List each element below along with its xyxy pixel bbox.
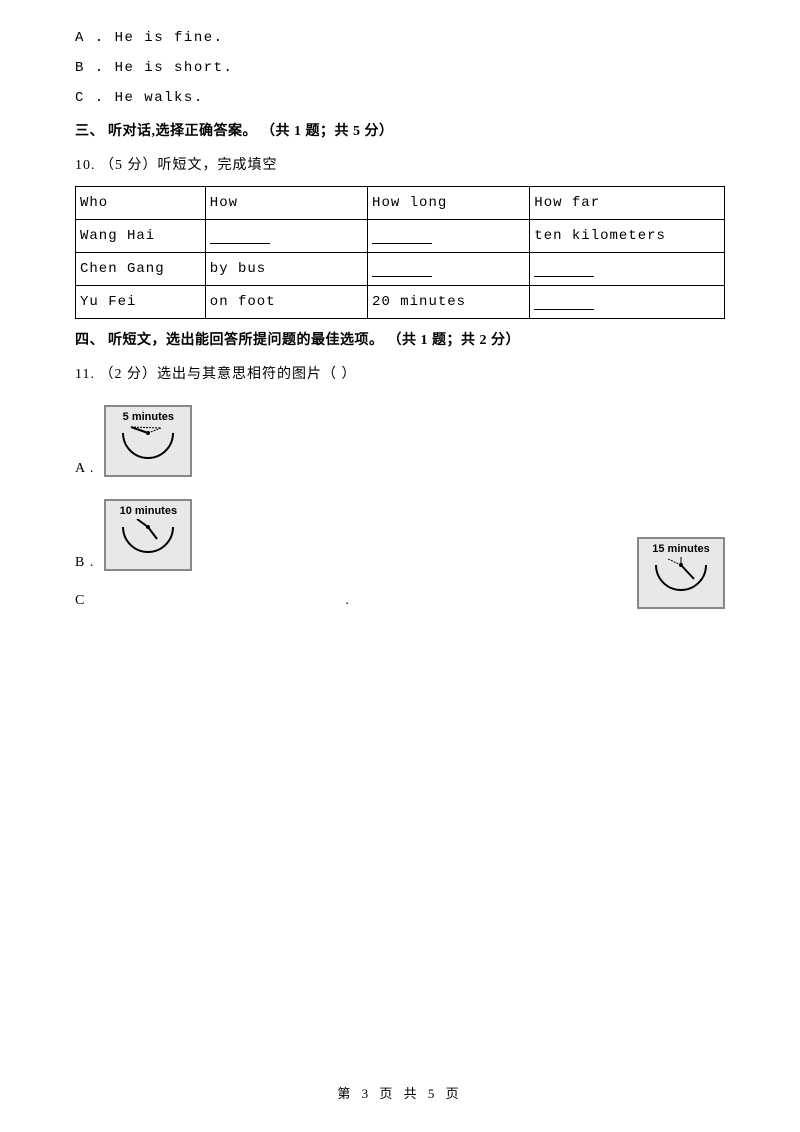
th-how: How <box>205 187 367 220</box>
clock-face-icon <box>113 425 183 471</box>
table-header-row: Who How How long How far <box>76 187 725 220</box>
q11-option-c[interactable]: C . 15 minutes <box>75 593 725 609</box>
table-row: Chen Gang by bus <box>76 253 725 286</box>
blank-input[interactable] <box>372 230 432 244</box>
clock-label-15: 15 minutes <box>652 543 709 555</box>
option-c: C . He walks. <box>75 90 725 106</box>
option-a: A . He is fine. <box>75 30 725 46</box>
option-a-label: A . <box>75 461 94 477</box>
option-b-label: B . <box>75 555 94 571</box>
clock-10min-icon: 10 minutes <box>104 499 192 571</box>
td-r3c1: Yu Fei <box>76 286 206 319</box>
clock-label-10: 10 minutes <box>120 505 177 517</box>
td-r1c2 <box>205 220 367 253</box>
listening-table: Who How How long How far Wang Hai ten ki… <box>75 186 725 319</box>
td-r3c4 <box>530 286 725 319</box>
blank-input[interactable] <box>534 296 594 310</box>
td-r3c3: 20 minutes <box>368 286 530 319</box>
option-c-dot: . <box>95 593 349 609</box>
option-b: B . He is short. <box>75 60 725 76</box>
table-row: Yu Fei on foot 20 minutes <box>76 286 725 319</box>
clock-label-5: 5 minutes <box>123 411 174 423</box>
table-row: Wang Hai ten kilometers <box>76 220 725 253</box>
q11-option-a[interactable]: A . 5 minutes <box>75 405 725 477</box>
td-r2c3 <box>368 253 530 286</box>
th-howfar: How far <box>530 187 725 220</box>
td-r1c3 <box>368 220 530 253</box>
blank-input[interactable] <box>372 263 432 277</box>
td-r2c1: Chen Gang <box>76 253 206 286</box>
page-content: A . He is fine. B . He is short. C . He … <box>75 30 725 609</box>
section-3-header: 三、 听对话,选择正确答案。 （共 1 题；共 5 分） <box>75 120 725 140</box>
th-howlong: How long <box>368 187 530 220</box>
clock-face-icon <box>113 519 183 565</box>
td-r2c4 <box>530 253 725 286</box>
section-4-header: 四、 听短文，选出能回答所提问题的最佳选项。 （共 1 题；共 2 分） <box>75 329 725 349</box>
clock-face-icon <box>646 557 716 603</box>
blank-input[interactable] <box>210 230 270 244</box>
clock-15min-icon: 15 minutes <box>637 537 725 609</box>
question-11: 11. （2 分）选出与其意思相符的图片（ ） <box>75 363 725 383</box>
blank-input[interactable] <box>534 263 594 277</box>
question-10: 10. （5 分）听短文，完成填空 <box>75 154 725 174</box>
page-footer: 第 3 页 共 5 页 <box>0 1083 800 1102</box>
clock-5min-icon: 5 minutes <box>104 405 192 477</box>
td-r1c1: Wang Hai <box>76 220 206 253</box>
td-r1c4: ten kilometers <box>530 220 725 253</box>
q11-option-b[interactable]: B . 10 minutes <box>75 499 725 571</box>
option-c-label: C <box>75 593 85 609</box>
th-who: Who <box>76 187 206 220</box>
td-r3c2: on foot <box>205 286 367 319</box>
td-r2c2: by bus <box>205 253 367 286</box>
